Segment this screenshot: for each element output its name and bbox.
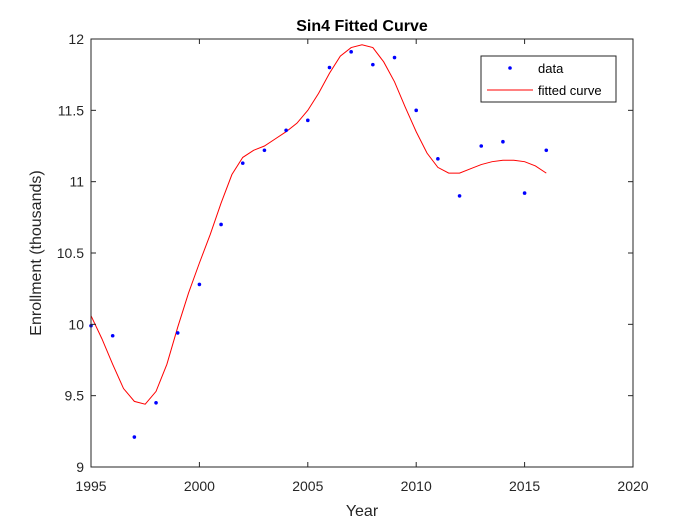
chart-title: Sin4 Fitted Curve — [296, 18, 428, 35]
y-axis-label: Enrollment (thousands) — [28, 170, 45, 335]
data-point — [414, 108, 419, 113]
y-tick-label: 11.5 — [58, 102, 84, 118]
data-point — [522, 191, 527, 195]
legend: data fitted curve — [480, 55, 617, 103]
y-tick-label: 10.5 — [57, 245, 84, 261]
x-tick-label: 1995 — [75, 478, 106, 494]
legend-data-marker — [508, 66, 512, 70]
data-point — [544, 148, 549, 153]
x-tick-label: 2015 — [509, 478, 540, 494]
legend-box — [480, 55, 617, 103]
x-tick-label: 2010 — [401, 478, 432, 494]
fitted-curve-line — [91, 44, 547, 405]
data-point — [284, 128, 288, 133]
data-point — [219, 222, 223, 227]
legend-fit-label: fitted curve — [538, 83, 602, 98]
y-tick-label: 11 — [69, 174, 84, 190]
data-point — [240, 161, 245, 165]
legend-data-label: data — [538, 61, 564, 76]
data-point — [197, 282, 202, 287]
x-tick-label: 2005 — [292, 478, 323, 494]
data-point — [501, 139, 505, 144]
data-point — [349, 50, 353, 54]
x-tick-label: 2000 — [184, 478, 215, 494]
data-point — [132, 435, 137, 439]
data-point — [392, 55, 397, 60]
y-tick-label: 10 — [68, 316, 84, 332]
data-point — [371, 62, 375, 67]
plot-area — [91, 39, 633, 467]
data-point — [154, 401, 158, 405]
data-point — [175, 331, 180, 335]
data-point — [327, 65, 332, 70]
data-point — [479, 144, 484, 148]
y-tick-label: 9 — [76, 459, 84, 475]
data-point — [262, 148, 267, 153]
x-tick-label: 2020 — [617, 478, 648, 494]
data-point — [110, 333, 115, 338]
data-point — [306, 118, 310, 123]
data-point — [457, 194, 462, 198]
y-tick-label: 12 — [68, 31, 84, 47]
data-point — [436, 157, 440, 161]
y-tick-label: 9.5 — [65, 388, 85, 404]
x-axis-label: Year — [346, 503, 379, 520]
